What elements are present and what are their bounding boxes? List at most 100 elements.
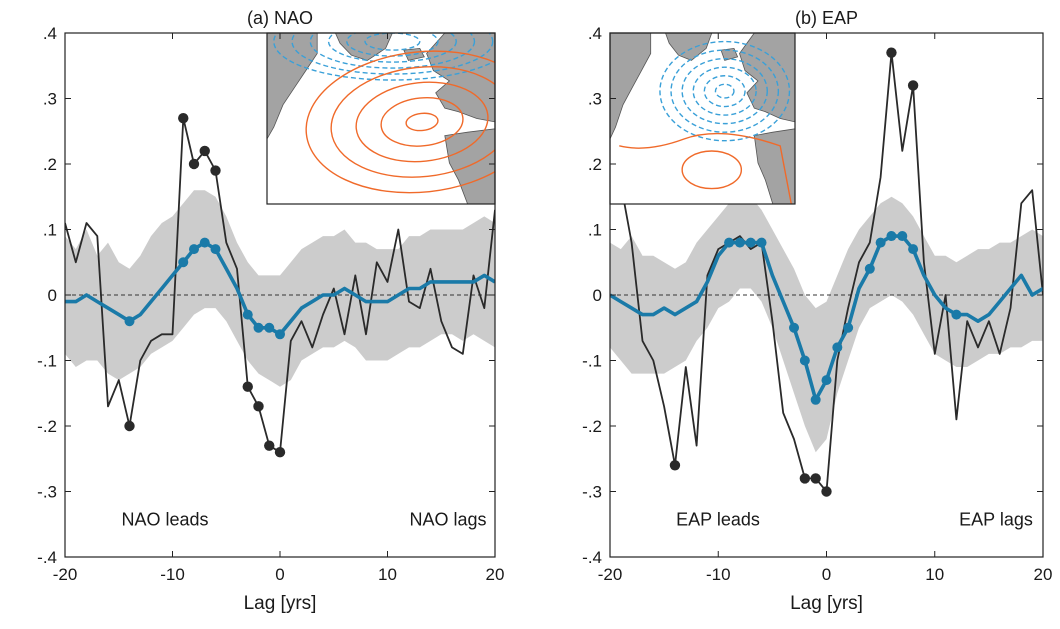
y-tick-label: -.3 [582, 483, 602, 502]
y-tick-label: -.2 [582, 417, 602, 436]
negative-contour [703, 75, 746, 108]
land-iceland [720, 47, 739, 61]
y-tick-label: -.2 [37, 417, 57, 436]
panel-nao: -20 -10 0 10 20 -.4 -.3 -.2 -.1 0 .1 .2 .3 .4 (a) NAO L… [37, 8, 504, 614]
black-marker-eap [886, 47, 897, 58]
negative-contour [309, 33, 476, 69]
blue-marker-eap [886, 231, 897, 242]
blue-marker-eap [810, 394, 821, 405]
black-marker-nao [199, 145, 210, 157]
blue-marker-nao [178, 257, 189, 268]
lags-annotation: NAO lags [409, 510, 486, 530]
land-north-america [610, 33, 652, 140]
x-tick-label: -20 [53, 565, 78, 584]
leads-annotation: EAP leads [676, 510, 760, 530]
land-africa [753, 128, 795, 204]
positive-contour [330, 65, 495, 178]
y-tick-label: .2 [43, 155, 57, 174]
plot-area-nao [65, 112, 495, 458]
blue-marker-eap [821, 375, 832, 386]
inset-map-nao [266, 32, 496, 205]
black-marker-nao [178, 112, 189, 124]
negative-contour [670, 49, 780, 133]
y-tick-label: -.4 [582, 548, 602, 567]
positive-contour [681, 150, 743, 190]
lags-annotation: EAP lags [959, 510, 1033, 530]
black-marker-eap [669, 460, 681, 471]
negative-contour [714, 83, 735, 99]
negative-contour [327, 33, 457, 63]
x-tick-label: 10 [378, 565, 397, 584]
blue-marker-nao [210, 244, 221, 255]
black-marker-nao [188, 158, 200, 170]
blue-marker-nao [124, 316, 135, 327]
y-tick-label: .1 [43, 221, 57, 240]
black-marker-nao [253, 401, 264, 412]
negative-contour [291, 33, 494, 75]
leads-annotation: NAO leads [121, 510, 208, 530]
blue-marker-eap [724, 237, 735, 248]
y-tick-label: -.1 [582, 352, 602, 371]
black-marker-eap [907, 80, 919, 91]
blue-marker-eap [908, 244, 919, 255]
x-tick-label: 0 [275, 565, 284, 584]
blue-marker-eap [756, 237, 767, 248]
land-greenland [665, 33, 713, 61]
blue-marker-eap [875, 237, 886, 248]
inset-map-eap [609, 32, 796, 205]
black-marker-nao [242, 381, 253, 392]
black-marker-nao [210, 165, 221, 176]
negative-contour [364, 33, 421, 51]
black-marker-eap [799, 473, 811, 484]
negative-contour [692, 66, 757, 116]
positive-contour [305, 50, 495, 194]
blue-marker-nao [275, 329, 285, 340]
blue-marker-eap [832, 342, 843, 353]
x-tick-label: 0 [822, 565, 831, 584]
y-tick-label: -.4 [37, 548, 57, 567]
confidence-band-eap [610, 196, 1043, 453]
negative-contour [273, 33, 495, 81]
x-tick-label: -20 [598, 565, 623, 584]
positive-contour [619, 132, 792, 204]
y-tick-label: -.3 [37, 483, 57, 502]
plot-area-eap [610, 47, 1043, 497]
y-tick-label: 0 [593, 286, 602, 305]
x-axis-label: Lag [yrs] [244, 593, 317, 614]
blue-marker-eap [745, 237, 756, 248]
x-tick-label: 10 [925, 565, 944, 584]
y-tick-label: .2 [588, 155, 602, 174]
panel-eap: -20 -10 0 10 20 -.4 -.3 -.2 -.1 0 .1 .2 .3 .4 (b) EAP L… [582, 8, 1052, 614]
black-marker-nao [264, 440, 275, 451]
panel-title: (a) NAO [247, 8, 313, 28]
land-africa [444, 128, 495, 204]
negative-contour [681, 57, 768, 125]
x-tick-label: -10 [160, 565, 185, 584]
blue-marker-nao [199, 237, 210, 248]
black-marker-eap [821, 486, 832, 497]
blue-marker-eap [951, 309, 962, 320]
y-tick-label: .1 [588, 221, 602, 240]
positive-contour [355, 81, 489, 163]
positive-contour [405, 112, 439, 132]
blue-marker-eap [864, 263, 875, 274]
land-north-america [267, 33, 318, 140]
blue-marker-nao [264, 322, 275, 333]
y-tick-label: .3 [43, 90, 57, 109]
x-tick-label: -10 [706, 565, 731, 584]
blue-marker-nao [242, 309, 253, 320]
blue-marker-eap [789, 322, 800, 333]
y-tick-label: 0 [48, 286, 57, 305]
y-tick-label: .4 [588, 24, 602, 43]
x-tick-label: 20 [1034, 565, 1053, 584]
y-tick-label: .4 [43, 24, 57, 43]
blue-marker-eap [897, 231, 908, 242]
x-axis-label: Lag [yrs] [790, 593, 863, 614]
blue-marker-eap [843, 322, 854, 333]
blue-marker-eap [734, 237, 745, 248]
blue-marker-nao [253, 322, 264, 333]
black-marker-eap [810, 473, 821, 484]
land-greenland [334, 33, 393, 61]
confidence-band-nao [65, 190, 495, 387]
